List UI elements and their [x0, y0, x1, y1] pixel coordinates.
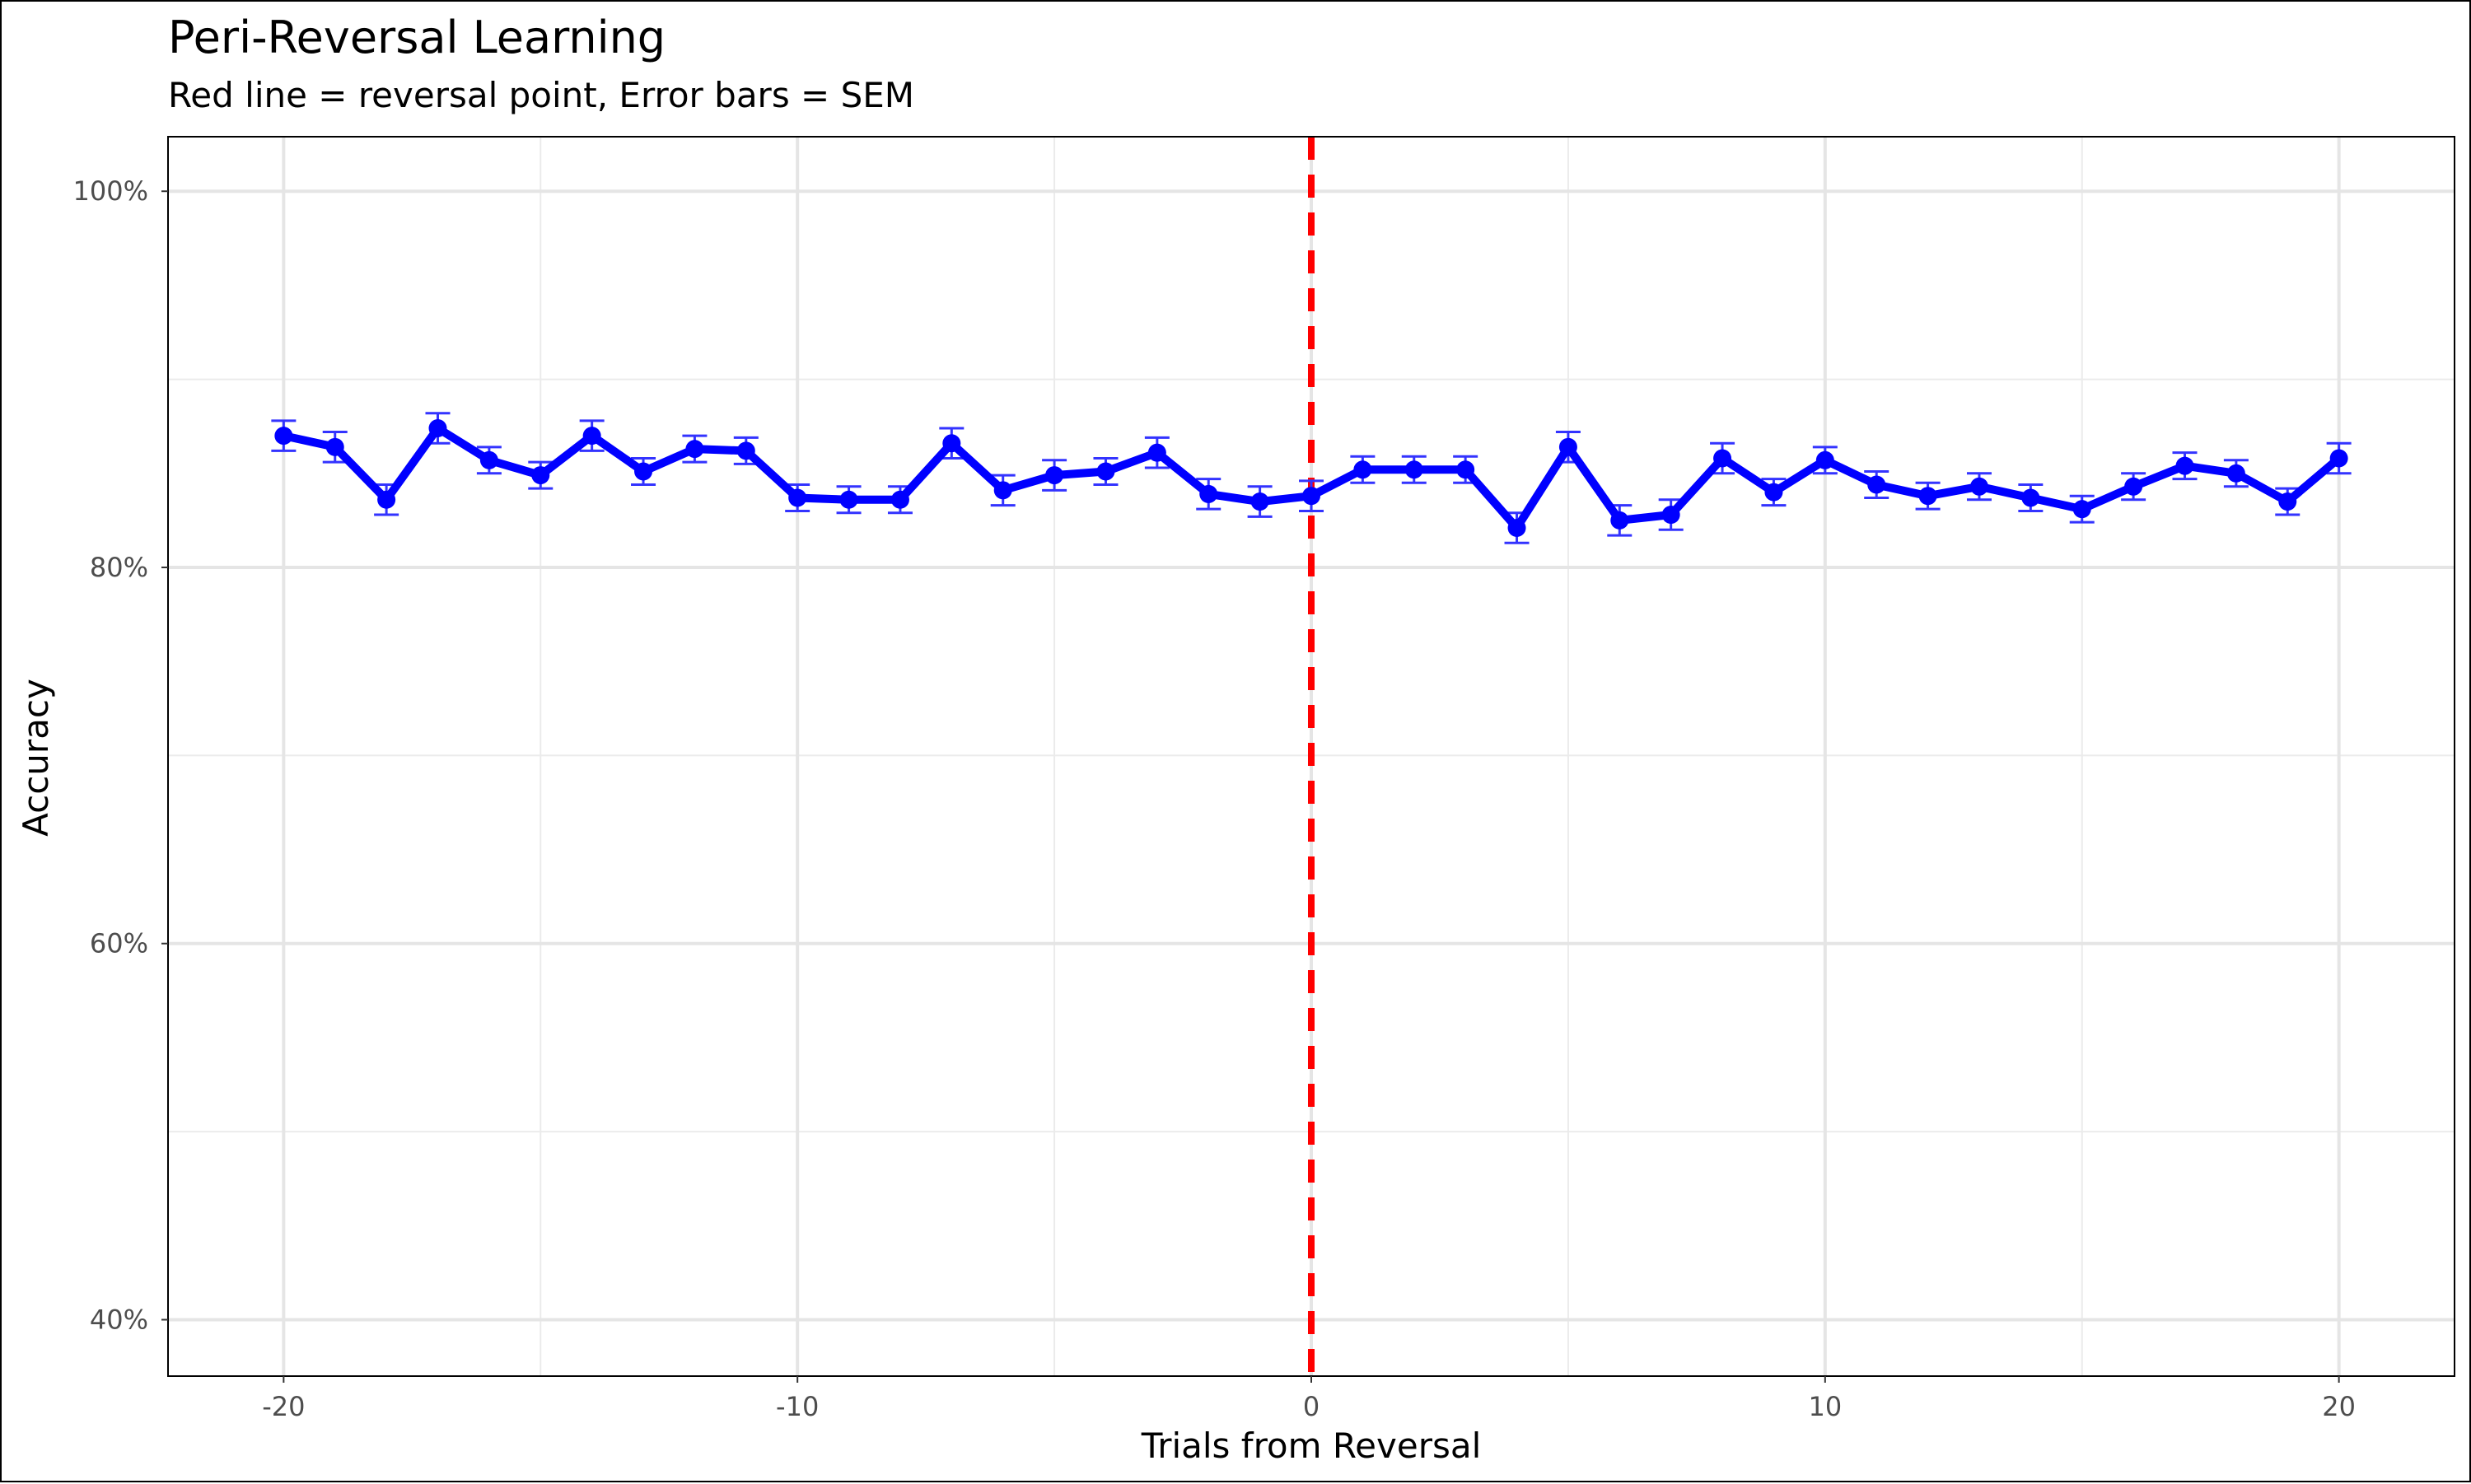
- data-point: [1147, 443, 1166, 462]
- data-point: [685, 440, 704, 459]
- data-point: [1096, 462, 1115, 481]
- data-point: [1969, 477, 1988, 496]
- x-tick-label: 20: [2322, 1391, 2356, 1422]
- data-point: [531, 466, 550, 485]
- data-point: [1404, 460, 1423, 479]
- data-point: [839, 490, 858, 509]
- data-point: [1353, 460, 1372, 479]
- x-axis-ticks: -20 -10 0 10 20: [262, 1376, 2356, 1422]
- data-point: [428, 418, 447, 437]
- y-tick-label: 40%: [90, 1304, 148, 1335]
- y-axis-title: Accuracy: [16, 679, 56, 837]
- data-points: [274, 418, 2348, 538]
- data-point: [377, 490, 396, 509]
- data-point: [788, 488, 807, 507]
- data-point: [2072, 500, 2091, 519]
- y-axis-ticks: 40% 60% 80% 100%: [73, 175, 168, 1335]
- data-point: [1713, 449, 1732, 468]
- data-point: [2278, 492, 2297, 511]
- data-point: [736, 441, 755, 460]
- data-point: [1045, 466, 1064, 485]
- data-point: [325, 437, 344, 456]
- data-point: [1867, 475, 1886, 494]
- data-point: [1558, 437, 1577, 456]
- data-point: [2124, 477, 2143, 496]
- data-point: [634, 462, 653, 481]
- x-axis-title: Trials from Reversal: [1141, 1426, 1482, 1466]
- data-point: [2021, 488, 2040, 507]
- x-tick-label: 10: [1808, 1391, 1842, 1422]
- data-point: [1918, 487, 1937, 506]
- data-point: [1199, 484, 1218, 503]
- data-point: [1661, 506, 1680, 525]
- x-tick-label: 0: [1303, 1391, 1320, 1422]
- data-point: [479, 450, 498, 469]
- y-tick-label: 100%: [73, 175, 148, 207]
- data-point: [1610, 511, 1629, 530]
- data-point: [2226, 464, 2245, 483]
- data-point: [890, 490, 909, 509]
- data-point: [1507, 519, 1526, 538]
- data-point: [993, 481, 1012, 500]
- data-point: [2329, 449, 2348, 468]
- data-point: [2175, 456, 2194, 475]
- chart-subtitle: Red line = reversal point, Error bars = …: [168, 75, 914, 115]
- data-point: [1250, 492, 1269, 511]
- data-point: [1764, 483, 1783, 502]
- x-tick-label: -20: [262, 1391, 305, 1422]
- x-tick-label: -10: [776, 1391, 819, 1422]
- data-point: [1815, 450, 1834, 469]
- data-point: [582, 427, 601, 446]
- data-point: [1456, 460, 1475, 479]
- chart-title: Peri-Reversal Learning: [168, 12, 666, 63]
- data-point: [942, 434, 961, 453]
- y-tick-label: 60%: [90, 928, 148, 959]
- data-point: [274, 427, 293, 446]
- y-tick-label: 80%: [90, 552, 148, 583]
- data-point: [1302, 487, 1320, 506]
